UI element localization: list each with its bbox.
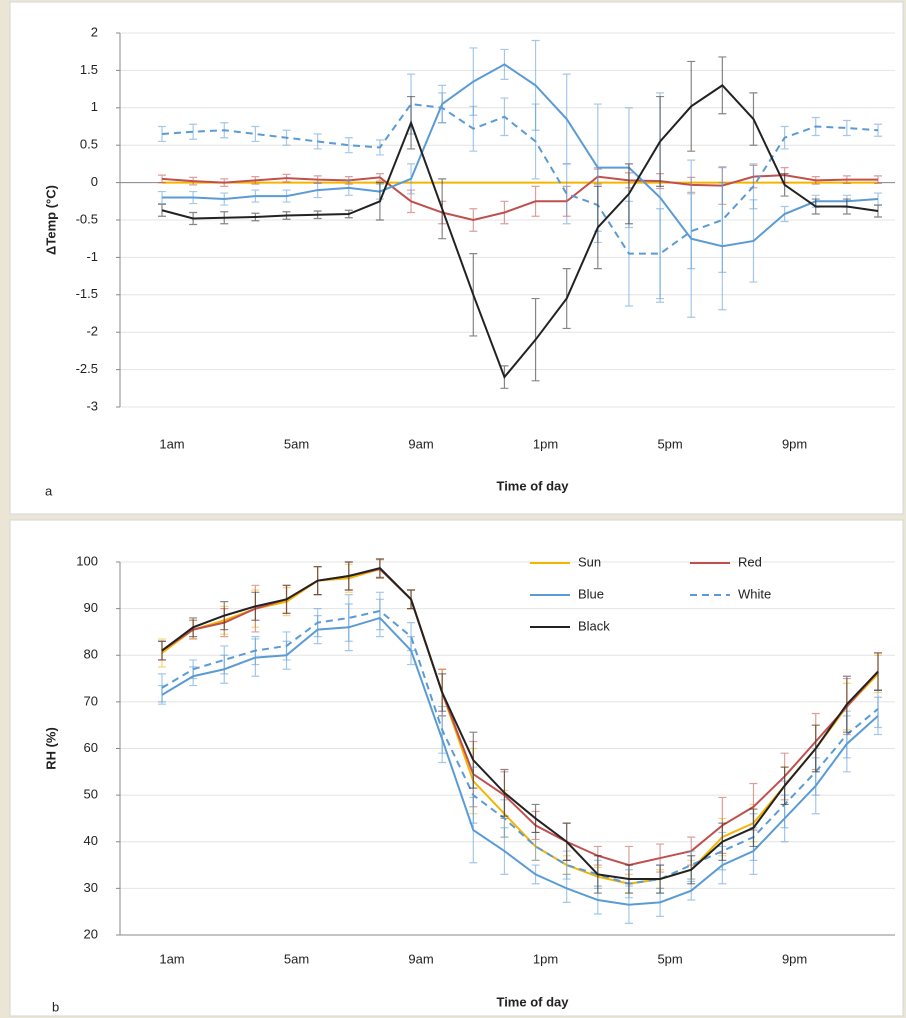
y-tick-label: 60 xyxy=(84,740,98,755)
error-bar xyxy=(656,208,665,300)
y-tick-label: -3 xyxy=(86,398,98,413)
error-bar xyxy=(189,123,198,140)
panel-label: a xyxy=(45,483,53,498)
x-tick-label: 5pm xyxy=(657,436,682,451)
y-tick-label: 1.5 xyxy=(80,62,98,77)
y-tick-label: -1.5 xyxy=(76,286,98,301)
error-bar xyxy=(344,594,353,642)
series-line xyxy=(161,84,879,380)
y-tick-label: 2 xyxy=(91,24,98,39)
panel-b-background xyxy=(9,519,904,1017)
y-tick-label: -0.5 xyxy=(76,211,98,226)
y-tick-label: 80 xyxy=(84,647,98,662)
legend-label: White xyxy=(738,586,771,601)
error-bar xyxy=(344,137,353,154)
y-tick-label: -2.5 xyxy=(76,361,98,376)
legend-label: Sun xyxy=(578,554,601,569)
x-tick-label: 5am xyxy=(284,951,309,966)
legend-label: Red xyxy=(738,554,762,569)
series-line xyxy=(161,616,879,906)
series-line xyxy=(162,63,879,248)
y-tick-label: 100 xyxy=(76,553,98,568)
x-tick-label: 1pm xyxy=(533,436,558,451)
y-tick-label: 0 xyxy=(91,174,98,189)
series-line xyxy=(161,609,879,885)
y-axis-title: RH (%) xyxy=(43,727,58,770)
panel-label: b xyxy=(52,999,59,1014)
y-tick-label: 20 xyxy=(84,926,98,941)
error-bar xyxy=(687,193,696,270)
error-bar xyxy=(407,622,416,652)
x-tick-label: 1am xyxy=(159,436,184,451)
series-line xyxy=(161,102,879,255)
legend-label: Black xyxy=(578,618,610,633)
x-tick-label: 9pm xyxy=(782,951,807,966)
y-tick-label: 40 xyxy=(84,833,98,848)
x-axis-title: Time of day xyxy=(496,994,569,1009)
y-axis-title: ΔTemp (°C) xyxy=(43,185,58,255)
y-tick-label: 50 xyxy=(84,787,98,802)
y-tick-label: 0.5 xyxy=(80,137,98,152)
error-bar xyxy=(251,125,260,143)
y-tick-label: 1 xyxy=(91,99,98,114)
y-tick-label: -2 xyxy=(86,324,98,339)
x-tick-label: 1am xyxy=(159,951,184,966)
legend-label: Blue xyxy=(578,586,604,601)
series-line xyxy=(161,567,879,885)
error-bar xyxy=(375,591,384,631)
x-tick-label: 1pm xyxy=(533,951,558,966)
x-tick-label: 5pm xyxy=(657,951,682,966)
y-tick-label: -1 xyxy=(86,249,98,264)
y-tick-label: 30 xyxy=(84,880,98,895)
series-line xyxy=(161,174,878,222)
series-line xyxy=(161,566,879,881)
x-axis-title: Time of day xyxy=(496,478,569,493)
x-tick-label: 9am xyxy=(408,951,433,966)
y-tick-label: 70 xyxy=(84,693,98,708)
panel-a-background xyxy=(9,1,904,515)
error-bar xyxy=(220,645,229,675)
x-tick-label: 5am xyxy=(284,436,309,451)
y-tick-label: 90 xyxy=(84,600,98,615)
error-bar xyxy=(718,167,727,273)
x-tick-label: 9am xyxy=(408,436,433,451)
x-tick-label: 9pm xyxy=(782,436,807,451)
error-bar xyxy=(562,163,571,225)
error-bar xyxy=(842,119,851,137)
